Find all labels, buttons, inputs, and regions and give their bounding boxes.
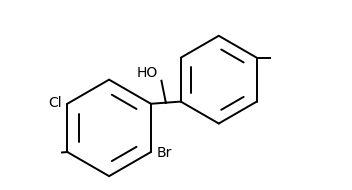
Text: Br: Br — [156, 146, 172, 160]
Text: HO: HO — [137, 66, 158, 80]
Text: Cl: Cl — [48, 96, 62, 110]
